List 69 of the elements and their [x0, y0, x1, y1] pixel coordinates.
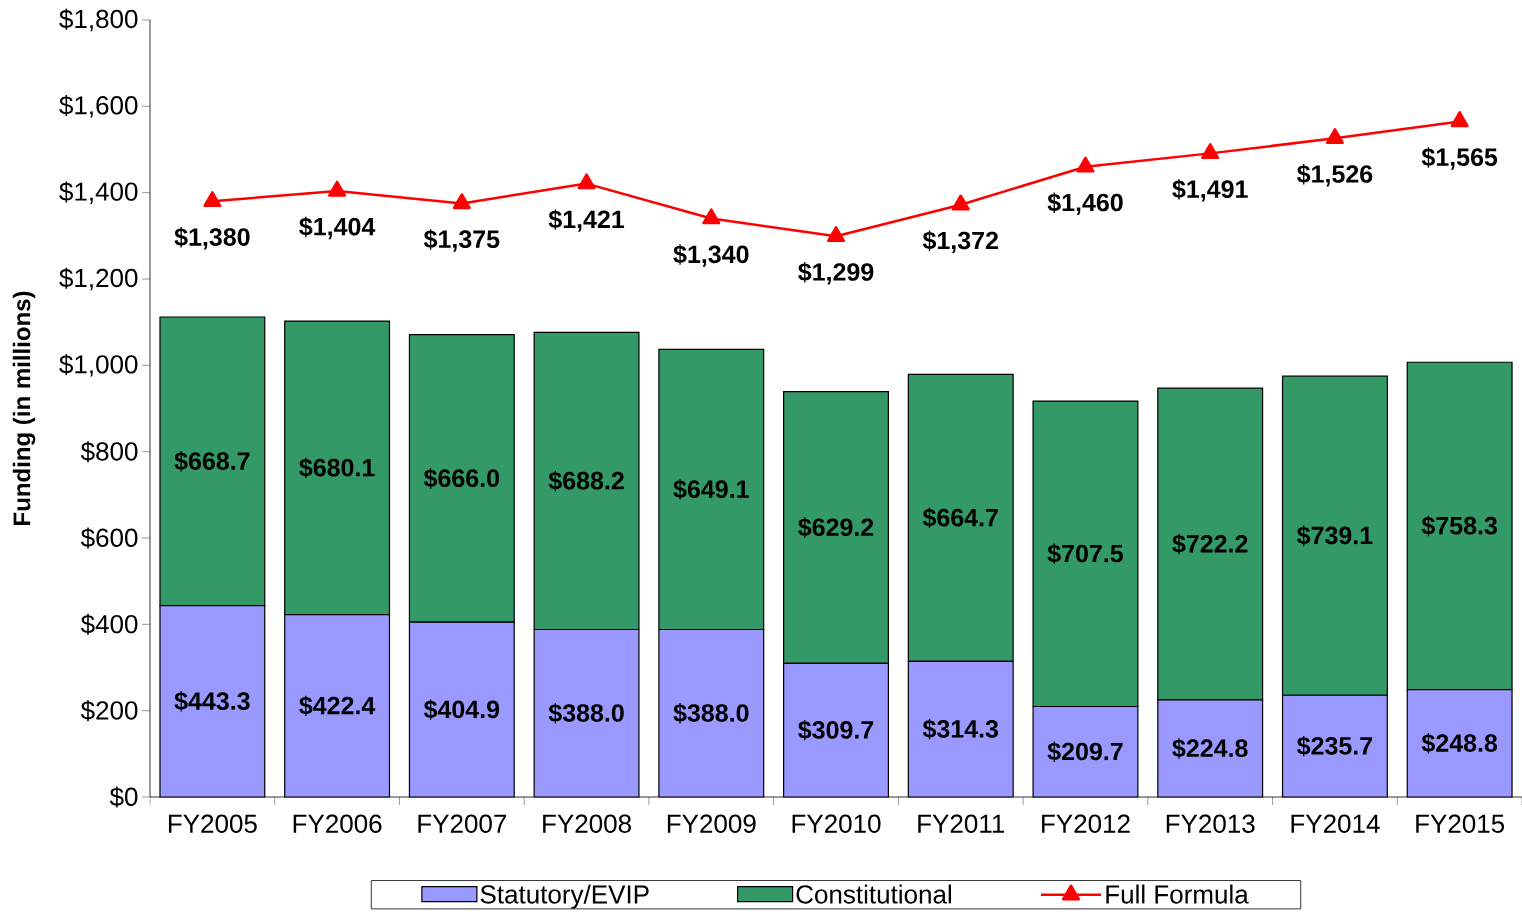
data-label: $1,299 — [798, 262, 874, 285]
x-tick-label: FY2005 — [168, 814, 257, 833]
point — [452, 193, 471, 210]
data-label: $309.7 — [798, 719, 874, 741]
data-label: $649.1 — [673, 479, 749, 500]
data-label: $722.2 — [1172, 533, 1248, 555]
x-tick-label: FY2011 — [918, 814, 1005, 833]
point — [826, 226, 846, 243]
y-tick-label: $1,000 — [59, 354, 138, 377]
y-tick-label: $1,800 — [59, 8, 138, 32]
point — [1076, 156, 1095, 173]
y-tick-label: $0 — [109, 786, 138, 808]
legend-label: Statutory/EVIP — [480, 884, 649, 909]
data-label: $1,340 — [673, 244, 749, 267]
x-tick-label: FY2008 — [543, 814, 631, 833]
y-tick-label: $1,600 — [59, 95, 138, 118]
data-label: $1,565 — [1421, 147, 1498, 170]
data-label: $664.7 — [922, 507, 998, 529]
data-label: $1,491 — [1172, 179, 1248, 202]
data-label: $209.7 — [1047, 741, 1123, 762]
data-label: $422.4 — [299, 695, 376, 717]
x-tick-label: FY2009 — [667, 814, 756, 833]
data-label: $388.0 — [548, 703, 624, 724]
data-label: $314.3 — [922, 718, 999, 740]
data-label: $1,526 — [1297, 164, 1373, 187]
point — [577, 173, 596, 190]
data-label: $629.2 — [798, 517, 874, 538]
point — [951, 194, 970, 211]
y-tick-label: $400 — [80, 613, 138, 635]
x-tick-label: FY2007 — [418, 814, 507, 833]
data-label: $688.2 — [548, 470, 624, 492]
data-label: $666.0 — [423, 468, 500, 489]
data-label: $1,375 — [423, 229, 500, 252]
point — [702, 208, 721, 225]
legend-label: Full Formula — [1106, 884, 1249, 904]
x-tick-label: FY2014 — [1291, 814, 1380, 833]
data-label: $1,404 — [299, 216, 376, 240]
data-label: $1,460 — [1047, 192, 1123, 215]
x-tick-label: FY2010 — [792, 814, 881, 833]
point — [1325, 128, 1344, 145]
x-tick-label: FY2015 — [1416, 814, 1505, 833]
legend-label: Constitutional — [796, 884, 951, 904]
data-label: $1,372 — [922, 230, 998, 253]
data-label: $1,380 — [174, 227, 250, 250]
point — [1201, 143, 1220, 160]
y-tick-label: $1,200 — [59, 267, 138, 291]
data-label: $235.7 — [1297, 735, 1373, 757]
point — [203, 191, 222, 208]
x-tick-label: FY2013 — [1166, 814, 1255, 833]
x-tick-label: FY2012 — [1042, 814, 1130, 833]
data-label: $404.9 — [423, 699, 500, 720]
data-label: $1,421 — [548, 209, 625, 232]
data-label: $248.8 — [1421, 733, 1498, 754]
y-axis-title: Funding (in millions) — [12, 291, 36, 525]
data-label: $388.0 — [673, 703, 749, 724]
point — [1450, 111, 1469, 128]
point — [328, 180, 347, 197]
y-tick-label: $800 — [80, 441, 138, 463]
data-label: $668.7 — [174, 451, 250, 472]
data-label: $680.1 — [299, 457, 375, 479]
x-tick-label: FY2006 — [293, 814, 382, 833]
data-label: $224.8 — [1172, 738, 1248, 759]
y-tick-label: $1,400 — [59, 181, 138, 204]
y-tick-label: $200 — [80, 700, 138, 722]
data-label: $443.3 — [174, 691, 250, 712]
data-label: $707.5 — [1047, 543, 1123, 564]
data-label: $739.1 — [1297, 525, 1373, 546]
data-label: $758.3 — [1421, 515, 1497, 537]
y-tick-label: $600 — [80, 527, 138, 549]
